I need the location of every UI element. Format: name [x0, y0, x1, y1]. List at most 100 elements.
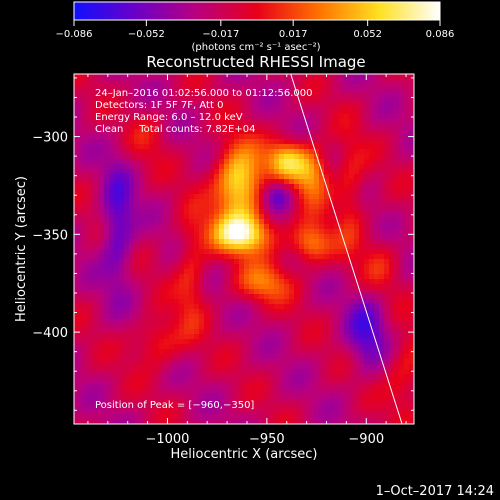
heatmap-cell: [389, 204, 394, 209]
heatmap-cell: [89, 314, 94, 319]
heatmap-cell: [409, 339, 414, 344]
heatmap-cell: [399, 239, 404, 244]
heatmap-cell: [269, 219, 274, 224]
heatmap-cell: [154, 369, 159, 374]
heatmap-cell: [259, 344, 264, 349]
heatmap-cell: [234, 249, 239, 254]
heatmap-cell: [254, 229, 259, 234]
heatmap-cell: [394, 264, 399, 269]
heatmap-cell: [379, 184, 384, 189]
heatmap-cell: [224, 419, 229, 424]
heatmap-cell: [324, 264, 329, 269]
heatmap-cell: [134, 89, 139, 94]
heatmap-cell: [334, 119, 339, 124]
heatmap-cell: [314, 364, 319, 369]
heatmap-cell: [189, 184, 194, 189]
heatmap-cell: [314, 314, 319, 319]
heatmap-cell: [284, 79, 289, 84]
heatmap-cell: [324, 149, 329, 154]
heatmap-cell: [359, 214, 364, 219]
heatmap-cell: [274, 154, 279, 159]
heatmap-cell: [319, 199, 324, 204]
heatmap-cell: [224, 279, 229, 284]
heatmap-cell: [119, 109, 124, 114]
heatmap-cell: [224, 319, 229, 324]
heatmap-cell: [239, 399, 244, 404]
heatmap-cell: [209, 184, 214, 189]
heatmap-cell: [179, 229, 184, 234]
heatmap-cell: [354, 199, 359, 204]
heatmap-cell: [104, 84, 109, 89]
heatmap-cell: [359, 154, 364, 159]
heatmap-cell: [99, 119, 104, 124]
heatmap-cell: [374, 284, 379, 289]
heatmap-cell: [104, 139, 109, 144]
heatmap-cell: [209, 299, 214, 304]
heatmap-cell: [84, 284, 89, 289]
heatmap-cell: [244, 274, 249, 279]
heatmap-cell: [184, 279, 189, 284]
heatmap-cell: [339, 289, 344, 294]
heatmap-cell: [74, 284, 79, 289]
heatmap-cell: [249, 189, 254, 194]
heatmap-cell: [409, 144, 414, 149]
heatmap-cell: [369, 249, 374, 254]
heatmap-cell: [409, 319, 414, 324]
heatmap-cell: [224, 149, 229, 154]
heatmap-cell: [89, 79, 94, 84]
heatmap-cell: [294, 334, 299, 339]
heatmap-cell: [314, 84, 319, 89]
heatmap-cell: [99, 74, 104, 79]
heatmap-cell: [84, 144, 89, 149]
heatmap-cell: [94, 264, 99, 269]
heatmap-cell: [199, 229, 204, 234]
heatmap-cell: [94, 144, 99, 149]
heatmap-cell: [84, 374, 89, 379]
heatmap-cell: [279, 184, 284, 189]
heatmap-cell: [299, 94, 304, 99]
heatmap-cell: [104, 174, 109, 179]
heatmap-cell: [169, 209, 174, 214]
heatmap-cell: [389, 384, 394, 389]
heatmap-cell: [269, 339, 274, 344]
heatmap-cell: [364, 374, 369, 379]
heatmap-cell: [99, 139, 104, 144]
heatmap-cell: [274, 349, 279, 354]
heatmap-cell: [234, 319, 239, 324]
heatmap-cell: [174, 214, 179, 219]
heatmap-cell: [74, 399, 79, 404]
heatmap-cell: [349, 204, 354, 209]
heatmap-cell: [304, 84, 309, 89]
heatmap-cell: [124, 159, 129, 164]
heatmap-cell: [74, 104, 79, 109]
heatmap-cell: [89, 419, 94, 424]
heatmap-cell: [109, 389, 114, 394]
heatmap-cell: [129, 149, 134, 154]
heatmap-cell: [194, 339, 199, 344]
heatmap-cell: [204, 249, 209, 254]
heatmap-cell: [154, 144, 159, 149]
heatmap-cell: [254, 244, 259, 249]
heatmap-cell: [249, 289, 254, 294]
heatmap-cell: [104, 229, 109, 234]
heatmap-cell: [84, 129, 89, 134]
heatmap-cell: [259, 79, 264, 84]
heatmap-cell: [349, 84, 354, 89]
heatmap-cell: [394, 354, 399, 359]
heatmap-cell: [199, 189, 204, 194]
heatmap-cell: [374, 314, 379, 319]
heatmap-cell: [189, 264, 194, 269]
heatmap-cell: [364, 409, 369, 414]
heatmap-cell: [104, 304, 109, 309]
heatmap-cell: [99, 219, 104, 224]
heatmap-cell: [199, 389, 204, 394]
heatmap-cell: [84, 414, 89, 419]
heatmap-cell: [259, 124, 264, 129]
heatmap-cell: [279, 209, 284, 214]
heatmap-cell: [249, 329, 254, 334]
heatmap-cell: [104, 149, 109, 154]
heatmap-cell: [119, 324, 124, 329]
heatmap-cell: [194, 134, 199, 139]
heatmap-cell: [394, 134, 399, 139]
heatmap-cell: [329, 294, 334, 299]
